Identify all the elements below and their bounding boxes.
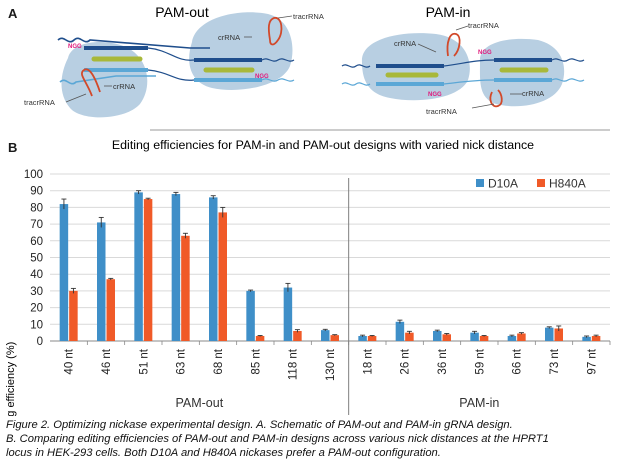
x-tick-label: 130 nt bbox=[325, 348, 337, 381]
x-tick-label: 36 nt bbox=[437, 348, 449, 374]
x-tick-label: 40 nt bbox=[64, 348, 76, 374]
y-tick-label: 10 bbox=[30, 319, 43, 331]
bar-h840a-40nt bbox=[69, 290, 78, 341]
y-tick-label: 60 bbox=[30, 236, 43, 248]
chart-title: Editing efficiencies for PAM-in and PAM-… bbox=[112, 138, 534, 152]
bar-d10a-97nt bbox=[582, 336, 591, 341]
bar-h840a-63nt bbox=[181, 235, 190, 341]
x-tick-label: 73 nt bbox=[549, 348, 561, 374]
legend: D10A H840A bbox=[476, 177, 586, 191]
bar-d10a-118nt bbox=[283, 287, 293, 341]
legend-label-d10a: D10A bbox=[488, 177, 518, 191]
tracrrna-label-in-right: tracrRNA bbox=[426, 107, 457, 116]
ngg-label-out-right: NGG bbox=[255, 74, 269, 80]
tracrrna-label-out-right: tracrRNA bbox=[293, 12, 324, 21]
crrna-label-out-left: crRNA bbox=[113, 82, 135, 91]
y-tick-label: 90 bbox=[30, 186, 43, 198]
panel-b-letter: B bbox=[8, 140, 18, 155]
bar-h840a-36nt bbox=[442, 334, 451, 341]
bar-d10a-66nt bbox=[507, 335, 517, 341]
bar-d10a-63nt bbox=[171, 194, 181, 341]
y-axis-label: Editing efficiency (%) bbox=[5, 342, 17, 416]
bar-h840a-85nt bbox=[255, 335, 265, 341]
ngg-label-in-left: NGG bbox=[428, 92, 442, 98]
bar-d10a-51nt bbox=[134, 192, 143, 341]
y-tick-label: 80 bbox=[30, 202, 43, 214]
cas9-blob-right-in bbox=[479, 38, 565, 107]
x-tick-label: 46 nt bbox=[101, 348, 113, 374]
legend-swatch-d10a bbox=[476, 179, 484, 187]
bar-d10a-26nt bbox=[395, 321, 405, 341]
x-tick-label: 68 nt bbox=[213, 348, 225, 374]
bar-h840a-118nt bbox=[293, 330, 302, 341]
crrna-label-in-right: crRNA bbox=[522, 89, 544, 98]
x-tick-label: 26 nt bbox=[400, 348, 412, 374]
bars bbox=[59, 190, 601, 341]
y-tick-labels: 0 10 20 30 40 50 60 70 80 90 100 bbox=[24, 169, 43, 348]
legend-swatch-h840a bbox=[537, 179, 545, 187]
bar-d10a-36nt bbox=[433, 330, 442, 341]
bar-h840a-73nt bbox=[554, 328, 563, 341]
caption-line-1: Figure 2. Optimizing nickase experimenta… bbox=[6, 419, 513, 431]
bar-d10a-18nt bbox=[358, 335, 367, 341]
y-tick-label: 40 bbox=[30, 269, 43, 281]
x-tick-label: 18 nt bbox=[362, 348, 374, 374]
caption-line-3: locus in HEK-293 cells. Both D10A and H8… bbox=[6, 447, 441, 459]
pam-out-diagram bbox=[57, 12, 295, 118]
y-tick-label: 50 bbox=[30, 253, 43, 265]
gridlines bbox=[50, 173, 610, 342]
crrna-label-out-right: crRNA bbox=[218, 33, 240, 42]
x-tick-label: 63 nt bbox=[176, 348, 188, 374]
bar-h840a-18nt bbox=[367, 335, 377, 341]
group-label-pam-in: PAM-in bbox=[459, 396, 499, 410]
cas9-blob-left-out bbox=[61, 42, 148, 118]
y-tick-label: 70 bbox=[30, 219, 43, 231]
bar-d10a-59nt bbox=[470, 332, 479, 341]
x-tick-label: 97 nt bbox=[586, 348, 598, 374]
group-labels: PAM-out PAM-in bbox=[175, 178, 499, 415]
x-tick-label: 66 nt bbox=[512, 348, 524, 374]
x-tick-label: 118 nt bbox=[288, 348, 300, 380]
x-tick-labels: 40 nt 46 nt 51 nt 63 nt 68 nt 85 nt 118 nt 130 … bbox=[64, 341, 611, 381]
editing-efficiency-chart: Editing efficiencies for PAM-in and PAM-… bbox=[5, 138, 611, 416]
bar-h840a-66nt bbox=[517, 333, 526, 341]
figure-caption: Figure 2. Optimizing nickase experimenta… bbox=[6, 418, 612, 460]
bar-h840a-130nt bbox=[330, 335, 339, 341]
bar-h840a-51nt bbox=[143, 199, 153, 341]
pam-in-diagram bbox=[341, 25, 585, 109]
y-tick-label: 100 bbox=[24, 169, 43, 181]
bar-h840a-46nt bbox=[106, 279, 115, 341]
x-tick-label: 59 nt bbox=[474, 348, 486, 374]
y-tick-label: 20 bbox=[30, 303, 43, 315]
y-tick-label: 30 bbox=[30, 286, 43, 298]
bar-h840a-59nt bbox=[479, 335, 489, 341]
bar-d10a-73nt bbox=[545, 327, 554, 341]
tracrrna-label-in-left: tracrRNA bbox=[468, 21, 499, 30]
ngg-label-out-left: NGG bbox=[68, 44, 82, 50]
caption-line-2: B. Comparing editing efficiencies of PAM… bbox=[6, 433, 549, 445]
bar-d10a-85nt bbox=[246, 290, 255, 341]
bar-d10a-130nt bbox=[321, 330, 330, 341]
ngg-label-in-right: NGG bbox=[478, 50, 492, 56]
bar-d10a-68nt bbox=[209, 197, 218, 341]
bar-h840a-97nt bbox=[591, 335, 601, 341]
crrna-label-in-left: crRNA bbox=[394, 39, 416, 48]
y-tick-label: 0 bbox=[37, 336, 43, 348]
panel-a-letter: A bbox=[8, 6, 18, 21]
pam-in-title: PAM-in bbox=[426, 4, 471, 20]
legend-label-h840a: H840A bbox=[549, 177, 586, 191]
bar-h840a-26nt bbox=[405, 332, 414, 341]
x-tick-label: 51 nt bbox=[138, 348, 150, 374]
pam-schematic: PAM-out PAM-in bbox=[24, 4, 610, 131]
bar-d10a-46nt bbox=[97, 222, 106, 341]
tracrrna-label-out-left: tracrRNA bbox=[24, 98, 55, 107]
pam-out-title: PAM-out bbox=[155, 4, 209, 20]
bar-h840a-68nt bbox=[218, 212, 227, 341]
bar-d10a-40nt bbox=[59, 204, 69, 341]
x-tick-label: 85 nt bbox=[250, 348, 262, 374]
group-label-pam-out: PAM-out bbox=[175, 396, 223, 410]
